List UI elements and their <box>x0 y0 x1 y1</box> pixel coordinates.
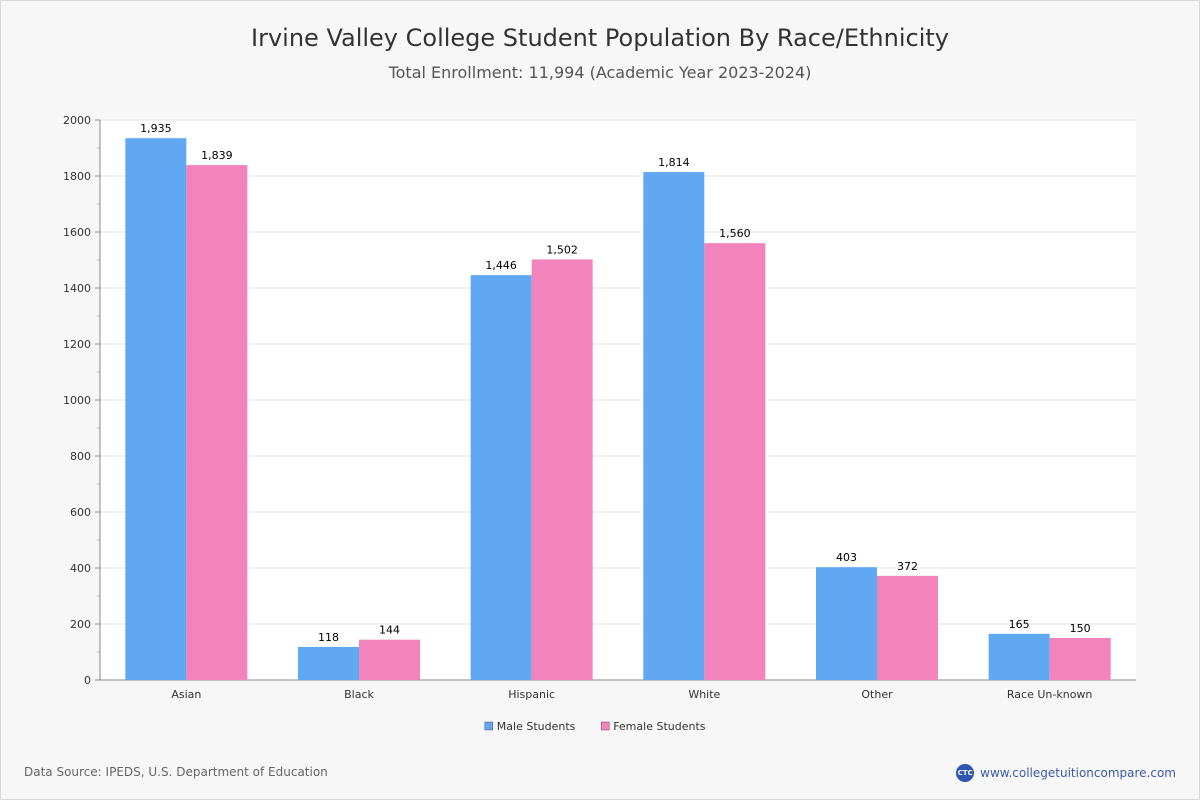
legend-label: Female Students <box>613 720 706 733</box>
data-label: 372 <box>897 560 918 573</box>
y-tick-label: 1800 <box>63 170 91 183</box>
data-source: Data Source: IPEDS, U.S. Department of E… <box>24 765 328 779</box>
data-label: 1,446 <box>485 259 517 272</box>
y-tick-label: 400 <box>70 562 91 575</box>
bar <box>186 165 248 680</box>
y-tick-label: 600 <box>70 506 91 519</box>
y-tick-label: 0 <box>84 674 91 687</box>
legend-swatch <box>600 721 610 731</box>
bar <box>643 172 705 680</box>
bar <box>298 646 359 680</box>
data-label: 118 <box>318 631 339 644</box>
y-tick-label: 200 <box>70 618 91 631</box>
bar <box>816 567 877 680</box>
x-tick-label: Race Un-known <box>1007 688 1093 701</box>
data-label: 403 <box>836 551 857 564</box>
y-tick-label: 1600 <box>63 226 91 239</box>
data-label: 1,502 <box>546 243 578 256</box>
bar <box>704 243 766 680</box>
legend-label: Male Students <box>497 720 576 733</box>
bar <box>988 633 1050 680</box>
data-label: 150 <box>1070 622 1091 635</box>
bar <box>359 639 420 680</box>
site-link[interactable]: CTC www.collegetuitioncompare.com <box>956 764 1176 782</box>
bar <box>877 575 938 680</box>
data-label: 1,814 <box>658 156 690 169</box>
x-tick-label: Other <box>861 688 893 701</box>
x-tick-label: White <box>688 688 720 701</box>
y-tick-label: 2000 <box>63 114 91 127</box>
ctc-logo-icon: CTC <box>956 764 975 782</box>
bar <box>1049 638 1111 680</box>
y-tick-label: 1400 <box>63 282 91 295</box>
site-url[interactable]: www.collegetuitioncompare.com <box>980 766 1176 780</box>
bar <box>125 138 187 680</box>
x-tick-label: Asian <box>171 688 201 701</box>
chart-subtitle: Total Enrollment: 11,994 (Academic Year … <box>388 63 812 82</box>
data-label: 1,560 <box>719 227 751 240</box>
data-label: 1,935 <box>140 122 172 135</box>
bar <box>531 259 593 680</box>
data-label: 144 <box>379 624 400 637</box>
x-tick-label: Hispanic <box>508 688 555 701</box>
data-label: 1,839 <box>201 149 233 162</box>
data-label: 165 <box>1009 618 1030 631</box>
bar <box>470 275 532 680</box>
y-tick-label: 1200 <box>63 338 91 351</box>
legend-swatch <box>484 721 494 731</box>
x-tick-label: Black <box>344 688 374 701</box>
y-tick-label: 800 <box>70 450 91 463</box>
chart-title: Irvine Valley College Student Population… <box>251 24 949 52</box>
y-tick-label: 1000 <box>63 394 91 407</box>
